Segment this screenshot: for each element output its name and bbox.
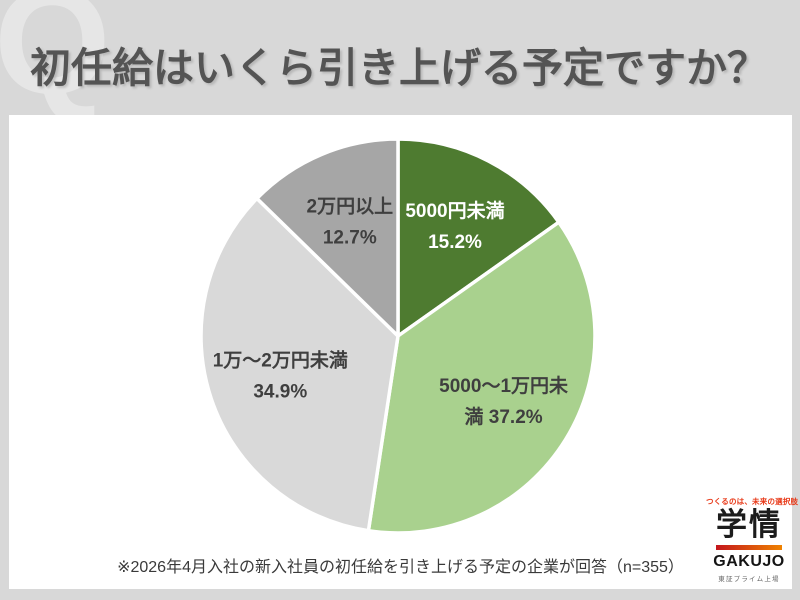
logo-tagline: つくるのは、未来の選択肢: [706, 497, 799, 506]
pie-slice-3: [255, 137, 400, 338]
logo-name-english: GAKUJO: [713, 552, 785, 570]
pie-slice-label-3: 2万円以上 12.7%: [307, 196, 394, 249]
gakujo-logo: つくるのは、未来の選択肢 学情 GAKUJO 東証プライム上場: [706, 496, 799, 583]
pie-slice-0: [396, 137, 561, 338]
footnote: ※2026年4月入社の新入社員の初任給を引き上げる予定の企業が回答（n=355）: [117, 559, 684, 576]
pie-slice-label-2: 1万～2万円未満 34.9%: [213, 349, 348, 403]
pie-slice-2: [199, 196, 400, 533]
logo-subtitle: 東証プライム上場: [718, 575, 780, 583]
page-title: 初任給はいくら引き上げる予定ですか？: [30, 45, 768, 91]
pie-slice-1: [366, 220, 597, 535]
pie-chart: 5000円未満 15.2% 5000～1万円未満 37.2% 1万～2万円未満 34.9…: [199, 137, 597, 535]
chart-panel: 5000円未満 15.2% 5000～1万円未満 37.2% 1万～2万円未満 34.9…: [9, 115, 799, 589]
pie-slice-label-1: 5000～1万円未満 37.2%: [439, 374, 568, 428]
pie-slice-label-0: 5000円未満 15.2%: [405, 199, 504, 253]
logo-name-japanese: 学情: [716, 507, 782, 542]
q-watermark-letter: Q: [0, 0, 111, 125]
logo-gradient-bar: [716, 544, 782, 550]
